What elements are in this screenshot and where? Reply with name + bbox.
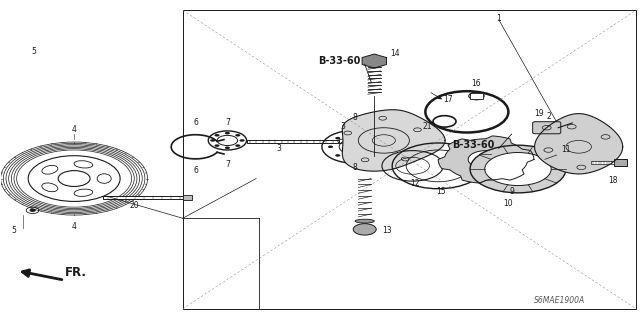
Text: 8: 8 [353,113,358,122]
Polygon shape [534,114,623,174]
Text: 2: 2 [547,112,551,121]
Bar [470,93,483,99]
Bar [182,10,636,309]
Text: 3: 3 [276,144,281,153]
Bar [614,159,627,167]
Text: 19: 19 [534,109,544,118]
Circle shape [214,134,220,137]
Circle shape [236,134,241,137]
Circle shape [353,224,376,235]
Text: 1: 1 [497,14,501,23]
Text: B-33-60: B-33-60 [318,56,360,66]
Ellipse shape [355,219,374,223]
FancyBboxPatch shape [532,122,561,134]
Circle shape [328,145,333,148]
Polygon shape [438,136,534,183]
Text: 4: 4 [72,222,77,231]
Text: 20: 20 [130,201,140,210]
Circle shape [210,139,215,142]
Text: 7: 7 [225,160,230,169]
Circle shape [353,158,358,160]
Circle shape [468,151,504,168]
Text: B-33-60: B-33-60 [452,140,495,150]
Polygon shape [342,110,445,171]
Text: 6: 6 [193,166,198,175]
Text: FR.: FR. [65,266,86,279]
Circle shape [29,209,36,212]
Text: 16: 16 [472,79,481,88]
Text: 21: 21 [422,122,432,131]
Text: 18: 18 [608,176,617,185]
Text: 3: 3 [340,122,345,131]
Text: 8: 8 [353,163,358,172]
Text: 13: 13 [382,226,392,235]
Bar [246,140,339,143]
Text: 12: 12 [410,179,419,188]
Circle shape [225,132,230,134]
Circle shape [335,137,340,139]
Text: 17: 17 [443,95,452,104]
Circle shape [353,133,358,136]
Text: 14: 14 [390,48,400,58]
Text: 7: 7 [225,118,230,128]
Text: 6: 6 [193,117,198,127]
Circle shape [377,145,382,148]
Text: S6MAE1900A: S6MAE1900A [534,296,585,305]
Bar [103,196,182,199]
Circle shape [370,154,375,157]
Bar [591,161,614,164]
Text: 4: 4 [72,125,77,134]
Circle shape [239,139,244,142]
Text: 15: 15 [436,187,446,196]
Circle shape [370,137,375,139]
Circle shape [484,152,551,186]
Text: 5: 5 [11,226,16,235]
Polygon shape [362,54,387,68]
Text: 9: 9 [509,187,514,196]
Circle shape [335,154,340,157]
Text: 10: 10 [504,199,513,208]
Text: 5: 5 [31,47,36,56]
Circle shape [214,144,220,147]
Text: 11: 11 [561,145,571,154]
Bar [182,195,191,200]
Circle shape [225,146,230,149]
Circle shape [236,144,241,147]
Circle shape [470,145,566,193]
